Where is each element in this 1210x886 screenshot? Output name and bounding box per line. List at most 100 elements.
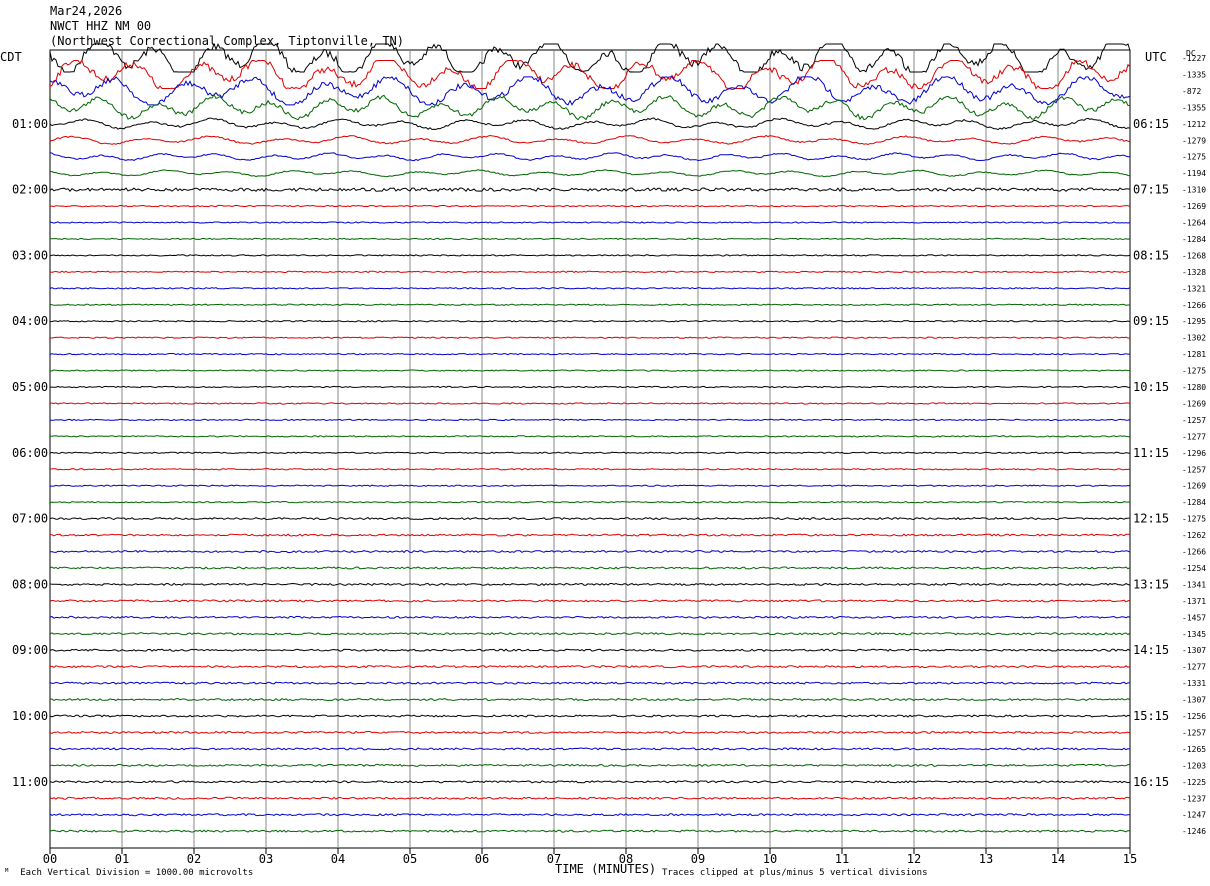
trace-line	[49, 747, 1131, 751]
x-tick-label: 00	[43, 852, 57, 866]
trace-line	[49, 533, 1131, 537]
x-tick-label: 14	[1051, 852, 1065, 866]
trace-line	[49, 697, 1131, 702]
trace-line	[49, 134, 1131, 146]
right-hour-label: 08:15	[1133, 248, 1169, 262]
dc-offset-label: -1203	[1182, 761, 1206, 770]
dc-offset-label: -1296	[1182, 449, 1206, 458]
trace-line	[49, 418, 1131, 422]
dc-offset-label: -1237	[1182, 794, 1206, 803]
dc-offset-label: -1194	[1182, 169, 1206, 178]
trace-line	[49, 451, 1131, 454]
x-tick-label: 09	[691, 852, 705, 866]
x-tick-label: 05	[403, 852, 417, 866]
dc-offset-label: -1266	[1182, 301, 1206, 310]
trace-line	[49, 829, 1131, 833]
dc-offset-label: -1275	[1182, 515, 1206, 524]
x-tick-label: 03	[259, 852, 273, 866]
dc-offset-label: -1257	[1182, 416, 1206, 425]
dc-offset-label: -1277	[1182, 663, 1206, 672]
dc-offset-label: -1262	[1182, 531, 1206, 540]
left-hour-label: 10:00	[12, 709, 48, 723]
dc-offset-label: -1321	[1182, 284, 1206, 293]
dc-offset-label: -1265	[1182, 745, 1206, 754]
trace-line	[49, 665, 1131, 669]
trace-line	[49, 632, 1131, 636]
right-hour-label: 10:15	[1133, 380, 1169, 394]
trace-line	[49, 796, 1131, 800]
right-hour-label: 16:15	[1133, 775, 1169, 789]
dc-offset-label: -1257	[1182, 465, 1206, 474]
trace-line	[49, 75, 1131, 106]
trace-line	[49, 42, 1131, 74]
right-hour-label: 14:15	[1133, 643, 1169, 657]
trace-line	[49, 369, 1131, 372]
dc-offset-label: -1266	[1182, 548, 1206, 557]
dc-offset-label: -1328	[1182, 268, 1206, 277]
trace-line	[49, 435, 1131, 438]
trace-line	[49, 352, 1131, 356]
dc-offset-label: -1277	[1182, 432, 1206, 441]
trace-line	[49, 59, 1131, 90]
dc-offset-label: -1331	[1182, 679, 1206, 688]
dc-offset-label: -1307	[1182, 696, 1206, 705]
dc-offset-label: -1345	[1182, 630, 1206, 639]
left-hour-label: 01:00	[12, 117, 48, 131]
dc-offset-labels: -1227 -1335 -872 -1355 -1212 -1279 -1275 -1194 -…	[1182, 54, 1206, 836]
trace-line	[49, 813, 1131, 817]
left-hour-label: 04:00	[12, 314, 48, 328]
right-hour-label: 09:15	[1133, 314, 1169, 328]
dc-offset-label: -1275	[1182, 153, 1206, 162]
x-tick-label: 12	[907, 852, 921, 866]
left-hour-label: 09:00	[12, 643, 48, 657]
trace-line	[49, 303, 1131, 306]
clip-note: Traces clipped at plus/minus 5 vertical …	[662, 868, 928, 878]
right-hour-label: 06:15	[1133, 117, 1169, 131]
dc-offset-label: -1212	[1182, 120, 1206, 129]
dc-offset-label: -1280	[1182, 383, 1206, 392]
dc-offset-label: -1284	[1182, 235, 1206, 244]
x-tick-label: 15	[1123, 852, 1137, 866]
trace-line	[49, 516, 1131, 521]
trace-line	[49, 237, 1131, 241]
right-hour-label: 11:15	[1133, 446, 1169, 460]
dc-label: DC	[1186, 49, 1196, 58]
dc-offset-label: -1269	[1182, 202, 1206, 211]
dc-offset-label: -1254	[1182, 564, 1206, 573]
dc-offset-label: -1256	[1182, 712, 1206, 721]
x-tick-label: 08	[619, 852, 633, 866]
dc-offset-label: -1247	[1182, 811, 1206, 820]
x-tick-label: 04	[331, 852, 345, 866]
left-hour-label: 03:00	[12, 248, 48, 262]
right-hour-label: 12:15	[1133, 512, 1169, 526]
trace-line	[49, 484, 1131, 487]
x-tick-label: 02	[187, 852, 201, 866]
dc-offset-label: -1269	[1182, 482, 1206, 491]
trace-line	[49, 287, 1131, 290]
dc-offset-label: -1225	[1182, 778, 1206, 787]
trace-line	[49, 320, 1131, 323]
dc-offset-label: -1279	[1182, 136, 1206, 145]
x-tick-label: 11	[835, 852, 849, 866]
x-tick-label: 01	[115, 852, 129, 866]
trace-line	[49, 681, 1131, 685]
x-tick-label: 06	[475, 852, 489, 866]
right-hour-label: 13:15	[1133, 577, 1169, 591]
x-tick-label: 07	[547, 852, 561, 866]
trace-line	[49, 270, 1131, 274]
dc-offset-label: -1284	[1182, 498, 1206, 507]
trace-line	[49, 169, 1131, 178]
dc-offset-label: -1307	[1182, 646, 1206, 655]
plot-frame	[49, 49, 1131, 849]
trace-line	[49, 254, 1131, 257]
dc-offset-label: -1281	[1182, 350, 1206, 359]
dc-offset-label: -1227	[1182, 54, 1206, 63]
right-hour-label: 07:15	[1133, 183, 1169, 197]
header-station: NWCT HHZ NM 00	[50, 19, 152, 33]
right-timezone-label: UTC	[1145, 50, 1167, 64]
trace-line	[49, 648, 1131, 652]
trace-line	[49, 93, 1130, 121]
dc-offset-label: -1335	[1182, 70, 1206, 79]
trace-line	[49, 763, 1131, 767]
x-tick-label: 13	[979, 852, 993, 866]
